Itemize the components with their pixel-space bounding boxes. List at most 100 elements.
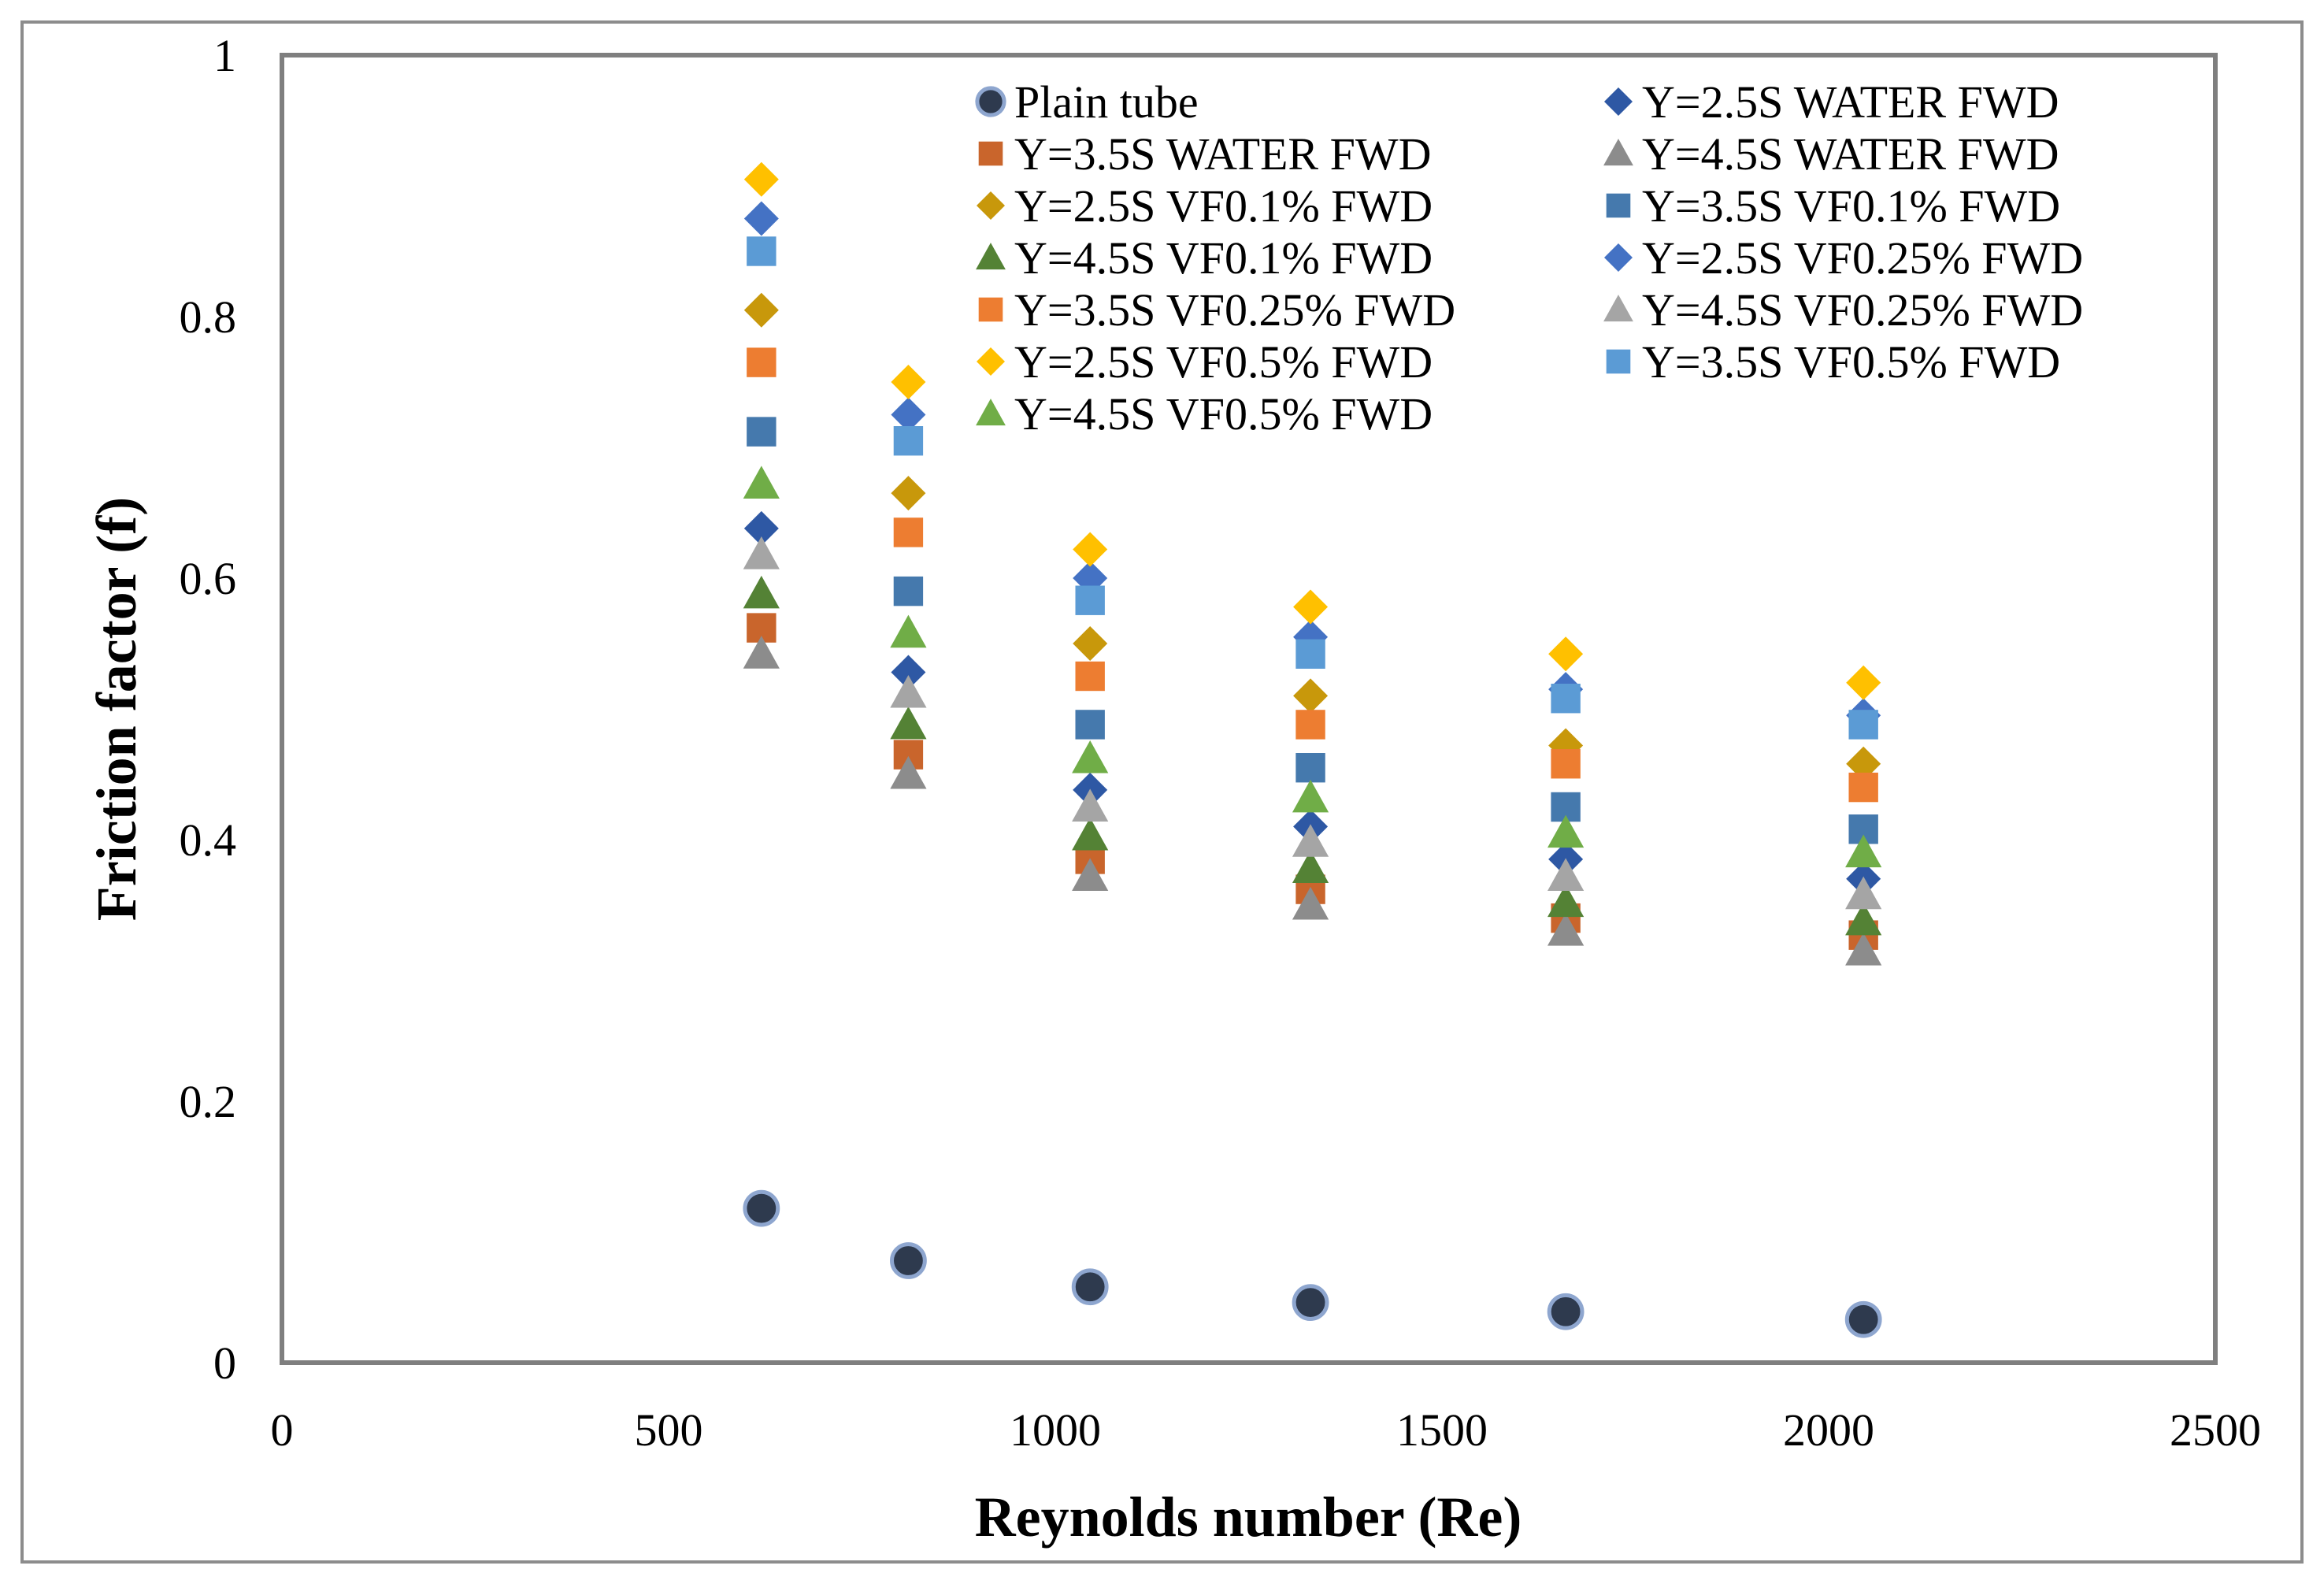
x-tick-label: 1500 xyxy=(1396,1404,1488,1456)
data-point-plain-tube xyxy=(1071,1268,1109,1306)
data-point-y-3-5s-vf0-1-fwd xyxy=(1075,710,1105,740)
data-point-y-2-5s-vf0-5-fwd xyxy=(1073,532,1108,567)
data-point-y-4-5s-vf0-5-fwd xyxy=(743,466,780,499)
legend-marker-y-4-5s-water-fwd xyxy=(1603,139,1633,166)
data-point-y-2-5s-vf0-5-fwd xyxy=(891,365,926,399)
data-point-y-3-5s-vf0-25-fwd xyxy=(893,517,924,547)
data-point-y-4-5s-water-fwd xyxy=(1845,933,1882,966)
data-point-y-4-5s-vf0-5-fwd xyxy=(1845,834,1882,868)
data-point-y-4-5s-water-fwd xyxy=(1072,858,1109,891)
data-point-y-2-5s-vf0-5-fwd xyxy=(1293,589,1329,625)
data-point-y-3-5s-vf0-1-fwd xyxy=(893,576,924,607)
y-axis-ticks: 0 0.2 0.4 0.6 0.8 1 xyxy=(180,30,237,1389)
data-point-y-2-5s-vf0-1-fwd xyxy=(1293,678,1329,714)
legend-label: Plain tube xyxy=(1014,76,1199,128)
data-point-y-4-5s-vf0-25-fwd xyxy=(1547,858,1585,891)
data-point-y-4-5s-vf0-25-fwd xyxy=(1845,876,1882,910)
legend-label: Y=2.5S VF0.25% FWD xyxy=(1642,232,2083,284)
data-point-y-3-5s-vf0-25-fwd xyxy=(747,347,777,377)
data-point-y-4-5s-vf0-1-fwd xyxy=(1072,817,1109,851)
y-tick-label: 0 xyxy=(213,1337,236,1389)
data-point-y-2-5s-vf0-25-fwd xyxy=(743,201,779,236)
y-tick-label: 0.8 xyxy=(180,291,237,343)
legend-marker-y-2-5s-vf0-1-fwd xyxy=(977,191,1005,220)
data-point-y-4-5s-vf0-1-fwd xyxy=(743,575,780,609)
x-axis-title: Reynolds number (Re) xyxy=(975,1486,1522,1549)
plot-area xyxy=(280,53,2218,1365)
data-point-y-3-5s-vf0-5-fwd xyxy=(1295,639,1325,669)
data-point-y-3-5s-vf0-5-fwd xyxy=(1075,585,1105,615)
data-point-y-2-5s-vf0-5-fwd xyxy=(1846,665,1881,700)
data-point-y-4-5s-vf0-1-fwd xyxy=(890,706,927,740)
y-tick-label: 0.6 xyxy=(180,553,237,604)
legend-marker-y-2-5s-water-fwd xyxy=(1604,87,1633,116)
data-point-y-4-5s-vf0-25-fwd xyxy=(743,536,780,569)
y-tick-label: 0.2 xyxy=(180,1076,237,1127)
legend-label: Y=4.5S VF0.1% FWD xyxy=(1014,232,1433,284)
data-point-y-4-5s-vf0-1-fwd xyxy=(1292,850,1329,883)
legend-marker-y-2-5s-vf0-5-fwd xyxy=(977,347,1005,376)
data-point-y-2-5s-water-fwd xyxy=(743,510,779,546)
data-point-y-4-5s-water-fwd xyxy=(890,755,927,789)
data-point-plain-tube xyxy=(1292,1284,1329,1322)
legend: Plain tube Y=2.5S WATER FWD Y=3.5S WATER F… xyxy=(975,76,2083,440)
data-point-y-4-5s-vf0-25-fwd xyxy=(1292,824,1329,857)
x-axis-ticks: 0 500 1000 1500 2000 2500 xyxy=(271,1404,2262,1456)
data-point-y-2-5s-vf0-1-fwd xyxy=(1846,746,1881,781)
data-point-y-4-5s-vf0-1-fwd xyxy=(1547,884,1585,918)
data-point-y-4-5s-vf0-5-fwd xyxy=(890,614,927,648)
x-tick-label: 2000 xyxy=(1783,1404,1874,1456)
legend-marker-plain-tube xyxy=(975,86,1006,117)
y-axis-title: Friction factor (f) xyxy=(85,497,148,921)
data-point-y-2-5s-vf0-25-fwd xyxy=(891,397,926,432)
x-tick-label: 2500 xyxy=(2170,1404,2261,1456)
data-point-y-3-5s-vf0-5-fwd xyxy=(747,236,777,266)
data-point-y-3-5s-vf0-1-fwd xyxy=(1295,753,1325,783)
legend-marker-y-3-5s-vf0-5-fwd xyxy=(1606,349,1631,374)
data-point-y-2-5s-vf0-5-fwd xyxy=(743,161,779,197)
data-point-y-2-5s-vf0-5-fwd xyxy=(1548,636,1584,672)
data-point-y-4-5s-water-fwd xyxy=(743,636,780,669)
data-point-y-4-5s-vf0-5-fwd xyxy=(1292,779,1329,813)
y-tick-label: 1 xyxy=(213,30,236,81)
legend-marker-y-4-5s-vf0-5-fwd xyxy=(976,399,1006,426)
legend-marker-y-3-5s-water-fwd xyxy=(978,141,1003,166)
data-point-y-2-5s-vf0-1-fwd xyxy=(891,476,926,511)
legend-marker-y-4-5s-vf0-25-fwd xyxy=(1603,295,1633,322)
data-point-y-2-5s-water-fwd xyxy=(891,655,926,690)
legend-marker-y-4-5s-vf0-1-fwd xyxy=(976,243,1006,270)
legend-label: Y=3.5S WATER FWD xyxy=(1014,128,1432,180)
legend-label: Y=3.5S VF0.25% FWD xyxy=(1014,284,1455,336)
data-point-y-3-5s-vf0-25-fwd xyxy=(1075,661,1105,692)
legend-label: Y=2.5S VF0.5% FWD xyxy=(1014,336,1433,388)
data-point-y-3-5s-vf0-5-fwd xyxy=(1848,710,1878,740)
data-point-y-3-5s-vf0-5-fwd xyxy=(1551,684,1581,714)
legend-marker-y-2-5s-vf0-25-fwd xyxy=(1604,243,1633,272)
legend-label: Y=4.5S VF0.25% FWD xyxy=(1642,284,2083,336)
data-point-plain-tube xyxy=(1844,1300,1882,1338)
legend-label: Y=4.5S WATER FWD xyxy=(1642,128,2059,180)
data-point-y-2-5s-vf0-1-fwd xyxy=(743,292,779,328)
data-point-y-3-5s-vf0-25-fwd xyxy=(1295,710,1325,740)
data-point-plain-tube xyxy=(1547,1293,1585,1330)
data-point-y-3-5s-vf0-5-fwd xyxy=(893,426,924,456)
data-point-plain-tube xyxy=(743,1189,780,1227)
data-point-y-3-5s-vf0-1-fwd xyxy=(747,417,777,447)
legend-label: Y=3.5S VF0.1% FWD xyxy=(1642,180,2060,232)
data-point-y-4-5s-vf0-25-fwd xyxy=(890,674,927,708)
legend-label: Y=3.5S VF0.5% FWD xyxy=(1642,336,2060,388)
legend-marker-y-3-5s-vf0-1-fwd xyxy=(1606,193,1631,218)
data-point-plain-tube xyxy=(890,1242,927,1279)
x-tick-label: 0 xyxy=(271,1404,294,1456)
legend-label: Y=2.5S WATER FWD xyxy=(1642,76,2059,128)
y-tick-label: 0.4 xyxy=(180,814,237,866)
data-points xyxy=(743,161,1882,1338)
data-point-y-4-5s-vf0-5-fwd xyxy=(1072,740,1109,773)
data-point-y-4-5s-vf0-1-fwd xyxy=(1845,902,1882,936)
data-point-y-3-5s-vf0-25-fwd xyxy=(1551,749,1581,779)
legend-marker-y-3-5s-vf0-25-fwd xyxy=(978,297,1003,322)
legend-label: Y=4.5S VF0.5% FWD xyxy=(1014,388,1433,440)
data-point-y-3-5s-vf0-25-fwd xyxy=(1848,772,1878,803)
x-tick-label: 1000 xyxy=(1010,1404,1101,1456)
